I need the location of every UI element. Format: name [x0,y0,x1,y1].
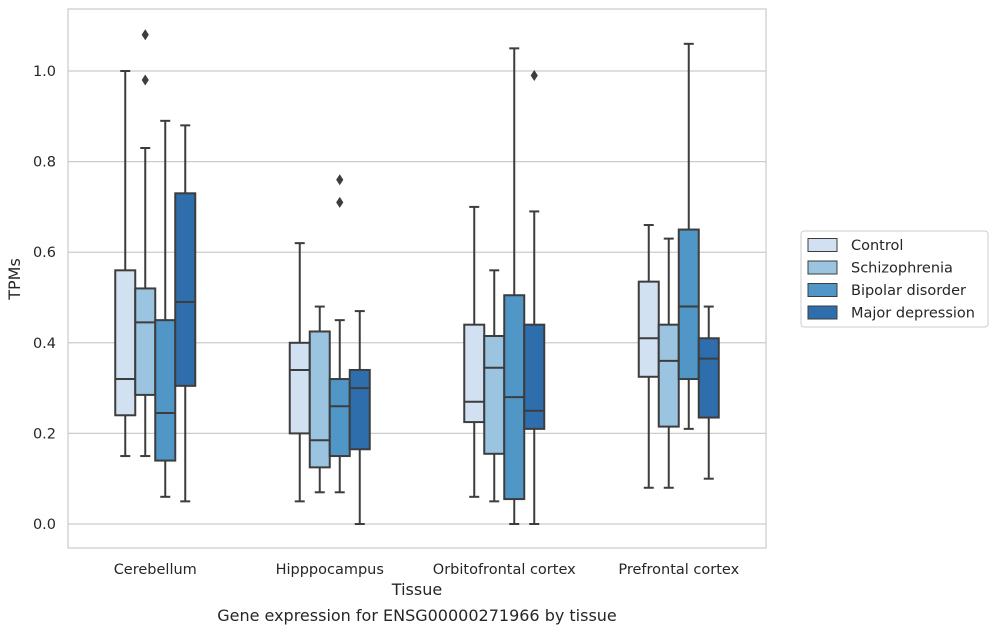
box-body [657,323,680,428]
box-body [348,368,371,451]
box-body [463,323,486,424]
legend-label: Bipolar disorder [851,283,966,299]
x-tick-labels: Cerebellum Hipppocampus Orbitofrontal cort… [114,562,740,578]
box-control [114,70,137,458]
box-body [308,330,331,469]
box-body [483,335,506,455]
box-bipolar-disorder [154,119,177,498]
box-major-depression [174,124,197,503]
x-tick-label: Orbitofrontal cortex [433,562,576,578]
x-tick-label: Prefrontal cortex [618,562,739,578]
box-schizophrenia [657,237,680,489]
outlier-point [530,70,538,82]
legend-label: Control [851,238,903,254]
box-control [637,224,660,489]
x-tick-label: Cerebellum [114,562,197,578]
box-schizophrenia [483,269,506,503]
y-tick-label: 0.0 [33,517,56,533]
y-tick-label: 0.4 [33,336,56,352]
legend-swatch [807,238,838,252]
legend-label: Schizophrenia [851,261,953,277]
plot-frame [67,8,767,549]
legend: Control Schizophrenia Bipolar disorder Majo… [800,230,989,328]
box-major-depression [523,70,546,525]
y-tick-label: 0.6 [33,245,56,261]
outlier-point [141,29,149,41]
outlier-point [336,174,344,186]
box-body [134,287,157,396]
box-body [697,337,720,419]
y-tick-label: 0.8 [33,155,56,171]
y-tick-label: 1.0 [33,64,56,80]
box-body [154,319,177,462]
box-control [288,242,311,503]
y-axis-label: TPMs [5,258,24,301]
chart-caption: Gene expression for ENSG00000271966 by t… [217,606,617,625]
legend-label: Major depression [851,306,975,322]
box-body [114,269,137,417]
box-body [637,280,660,378]
box-body [288,341,311,435]
legend-frame [800,230,989,328]
legend-swatch [807,283,838,297]
legend-swatch [807,260,838,275]
box-groups [114,29,720,525]
box-body [677,228,700,381]
x-tick-label: Hipppocampus [276,562,384,578]
box-major-depression [348,310,371,525]
box-body [523,323,546,430]
outlier-point [336,196,344,208]
legend-swatch [807,305,838,320]
box-body [174,192,197,387]
y-tick-labels: 0.0 0.2 0.4 0.6 0.8 1.0 [33,64,56,533]
x-axis-label: Tissue [391,580,442,599]
box-major-depression [697,305,720,480]
y-tick-label: 0.2 [33,426,56,442]
outlier-point [141,74,149,86]
box-body [328,378,351,458]
box-bipolar-disorder [677,42,700,430]
box-schizophrenia [308,305,331,494]
